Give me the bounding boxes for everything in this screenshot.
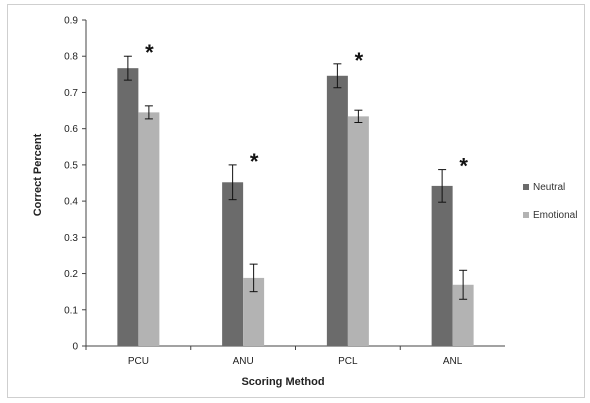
y-axis-title: Correct Percent <box>32 133 44 216</box>
bars <box>117 68 474 347</box>
y-tick-label: 0.4 <box>64 197 78 208</box>
chart-frame <box>7 4 585 398</box>
x-axis: PCU ANU PCL ANL <box>85 345 505 367</box>
y-tick-label: 0.8 <box>64 52 78 63</box>
legend-swatch-neutral <box>523 184 529 190</box>
bar-emotional-anu <box>243 277 265 346</box>
significance-markers: * * * * <box>145 40 468 178</box>
y-tick-label: 0.9 <box>64 16 78 27</box>
legend: Neutral Emotional <box>523 182 577 221</box>
bar-emotional-pcl <box>347 116 369 347</box>
legend-swatch-emotional <box>523 212 529 218</box>
legend-label-emotional: Emotional <box>533 210 577 221</box>
bar-neutral-anu <box>222 182 244 346</box>
error-bars <box>123 55 468 300</box>
bar-neutral-pcu <box>117 68 139 347</box>
y-tick-label: 0.7 <box>64 88 78 99</box>
x-tick-label: ANL <box>443 356 463 367</box>
bar-emotional-anl <box>452 284 474 346</box>
x-tick-label: ANU <box>233 356 254 367</box>
bar-neutral-anl <box>431 185 453 346</box>
y-axis: 0 0.1 0.2 0.3 0.4 0.5 0.6 0.7 0.8 0.9 <box>64 16 87 353</box>
y-tick-label: 0.1 <box>64 305 78 316</box>
y-tick-label: 0.2 <box>64 269 78 280</box>
significance-star: * <box>250 149 259 174</box>
x-tick-label: PCU <box>128 356 149 367</box>
bar-neutral-pcl <box>326 75 348 346</box>
bar-emotional-pcu <box>138 112 160 346</box>
x-tick-label: PCL <box>338 356 358 367</box>
y-tick-label: 0.5 <box>64 160 78 171</box>
significance-star: * <box>459 154 468 179</box>
y-tick-label: 0.6 <box>64 124 78 135</box>
x-axis-title: Scoring Method <box>241 376 324 388</box>
significance-star: * <box>145 40 154 65</box>
y-tick-label: 0 <box>72 342 78 353</box>
legend-label-neutral: Neutral <box>533 182 565 193</box>
significance-star: * <box>355 48 364 73</box>
y-tick-label: 0.3 <box>64 233 78 244</box>
